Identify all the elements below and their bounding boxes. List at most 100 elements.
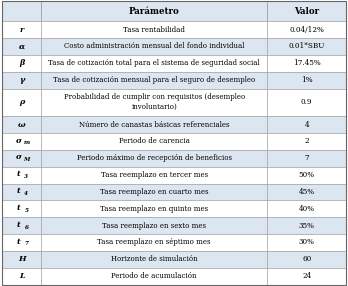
Bar	[41, 200, 267, 217]
Bar	[41, 184, 267, 200]
Bar	[267, 184, 346, 200]
Bar	[267, 55, 346, 72]
Text: Valor: Valor	[294, 7, 319, 16]
Bar	[267, 251, 346, 268]
Bar	[2, 184, 41, 200]
Bar	[41, 72, 267, 89]
Text: 1%: 1%	[301, 76, 313, 84]
Bar	[2, 150, 41, 167]
Text: σ: σ	[16, 136, 22, 144]
Text: 0.9: 0.9	[301, 98, 313, 106]
Text: γ: γ	[19, 76, 24, 84]
Text: Periodo máximo de recepción de beneficios: Periodo máximo de recepción de beneficio…	[77, 154, 232, 162]
Bar	[41, 55, 267, 72]
Bar	[41, 1, 267, 21]
Text: ρ: ρ	[19, 98, 24, 106]
Text: H: H	[18, 255, 25, 263]
Text: t: t	[17, 204, 21, 212]
Text: Periodo de acumulación: Periodo de acumulación	[111, 272, 197, 280]
Text: 7: 7	[304, 154, 309, 162]
Bar	[41, 167, 267, 184]
Text: L: L	[19, 272, 24, 280]
Bar	[267, 1, 346, 21]
Bar	[267, 38, 346, 55]
Text: Costo administración mensual del fondo individual: Costo administración mensual del fondo i…	[64, 42, 244, 50]
Bar	[267, 167, 346, 184]
Text: 0.04/12%: 0.04/12%	[289, 26, 324, 33]
Text: m: m	[23, 140, 30, 145]
Text: 30%: 30%	[299, 239, 315, 247]
Bar	[267, 89, 346, 116]
Bar	[2, 251, 41, 268]
Text: β: β	[19, 59, 24, 67]
Bar	[2, 167, 41, 184]
Bar	[2, 268, 41, 285]
Text: 2: 2	[304, 137, 309, 145]
Text: t: t	[17, 187, 21, 195]
Bar	[267, 234, 346, 251]
Bar	[2, 116, 41, 133]
Text: 4: 4	[304, 121, 309, 129]
Bar	[41, 133, 267, 150]
Text: Tasa reemplazo en cuarto mes: Tasa reemplazo en cuarto mes	[100, 188, 208, 196]
Bar	[267, 72, 346, 89]
Text: Periodo de carencia: Periodo de carencia	[119, 137, 190, 145]
Bar	[41, 217, 267, 234]
Text: 4: 4	[24, 191, 29, 196]
Text: Tasa rentabilidad: Tasa rentabilidad	[123, 26, 185, 33]
Bar	[2, 21, 41, 38]
Bar	[267, 116, 346, 133]
Bar	[41, 251, 267, 268]
Text: 3: 3	[24, 174, 29, 179]
Text: Tasa reemplazo en quinto mes: Tasa reemplazo en quinto mes	[100, 205, 208, 213]
Text: 35%: 35%	[299, 222, 315, 230]
Text: Tasa reemplazo en sexto mes: Tasa reemplazo en sexto mes	[102, 222, 206, 230]
Text: Tasa de cotización total para el sistema de seguridad social: Tasa de cotización total para el sistema…	[48, 59, 260, 67]
Text: M: M	[23, 157, 30, 162]
Text: t: t	[17, 221, 21, 229]
Bar	[2, 72, 41, 89]
Bar	[2, 234, 41, 251]
Bar	[2, 1, 41, 21]
Text: Tasa reemplazo en tercer mes: Tasa reemplazo en tercer mes	[101, 171, 208, 179]
Text: σ: σ	[16, 153, 22, 161]
Bar	[2, 217, 41, 234]
Bar	[2, 55, 41, 72]
Bar	[267, 268, 346, 285]
Text: 45%: 45%	[299, 188, 315, 196]
Bar	[41, 21, 267, 38]
Text: ω: ω	[18, 121, 25, 129]
Text: 0.01*SBU: 0.01*SBU	[288, 42, 325, 50]
Text: 40%: 40%	[299, 205, 315, 213]
Text: 50%: 50%	[299, 171, 315, 179]
Text: 6: 6	[24, 225, 29, 230]
Text: t: t	[17, 238, 21, 246]
Text: Parámetro: Parámetro	[129, 7, 180, 16]
Text: t: t	[17, 170, 21, 178]
Bar	[267, 150, 346, 167]
Bar	[2, 133, 41, 150]
Text: Probabilidad de cumplir con requisitos (desempleo
involuntario): Probabilidad de cumplir con requisitos (…	[64, 94, 245, 111]
Bar	[41, 89, 267, 116]
Text: Tasa de cotización mensual para el seguro de desempleo: Tasa de cotización mensual para el segur…	[53, 76, 255, 84]
Text: Tasa reemplazo en séptimo mes: Tasa reemplazo en séptimo mes	[97, 239, 211, 247]
Bar	[41, 38, 267, 55]
Bar	[2, 89, 41, 116]
Bar	[41, 234, 267, 251]
Bar	[2, 200, 41, 217]
Bar	[2, 38, 41, 55]
Bar	[267, 133, 346, 150]
Text: α: α	[18, 42, 25, 50]
Text: Número de canastas básicas referenciales: Número de canastas básicas referenciales	[79, 121, 229, 129]
Bar	[41, 268, 267, 285]
Text: 24: 24	[302, 272, 311, 280]
Bar	[267, 21, 346, 38]
Bar	[41, 150, 267, 167]
Text: 60: 60	[302, 255, 311, 263]
Text: Horizonte de simulación: Horizonte de simulación	[111, 255, 198, 263]
Text: 5: 5	[24, 208, 29, 213]
Text: 17.45%: 17.45%	[293, 59, 321, 67]
Text: r: r	[19, 26, 24, 33]
Bar	[267, 200, 346, 217]
Bar	[267, 217, 346, 234]
